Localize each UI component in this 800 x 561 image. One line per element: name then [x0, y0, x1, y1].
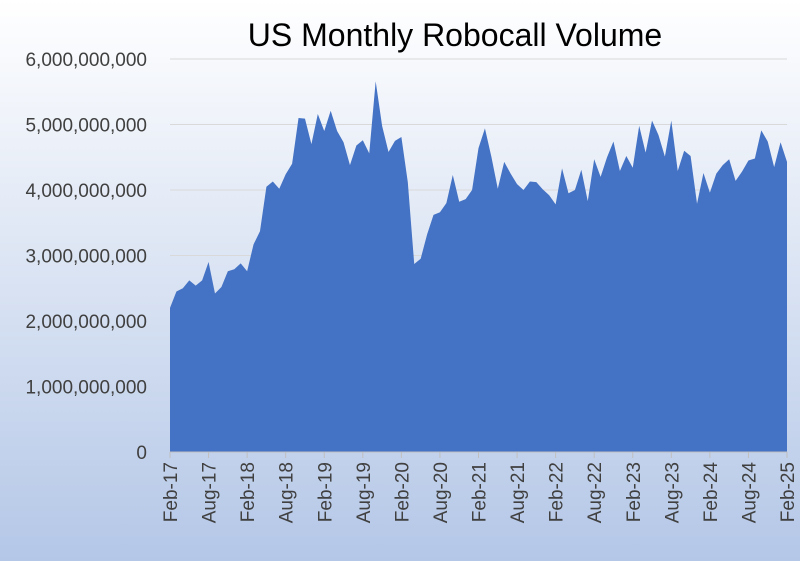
x-tick-label: Feb-20	[392, 462, 413, 522]
x-axis-ticks: Feb-17 Aug-17 Feb-18 Aug-18 Feb-19 Aug-19 Feb-…	[161, 462, 799, 524]
y-tick-label: 2,000,000,000	[25, 312, 147, 333]
y-tick-label: 4,000,000,000	[25, 181, 147, 202]
x-tick-label: Aug-17	[200, 462, 221, 523]
x-tick-label: Aug-22	[585, 462, 606, 523]
x-tick-label: Aug-19	[354, 462, 375, 523]
y-axis-ticks: 0 1,000,000,000 2,000,000,000 3,000,000,000…	[25, 50, 147, 464]
x-tick-label: Feb-19	[315, 462, 336, 522]
y-tick-label: 6,000,000,000	[25, 50, 147, 71]
x-tick-label: Feb-23	[624, 462, 645, 522]
x-tick-label: Aug-18	[277, 462, 298, 523]
y-tick-label: 1,000,000,000	[25, 378, 147, 399]
x-tick-label: Feb-17	[161, 462, 182, 522]
chart-title: US Monthly Robocall Volume	[248, 17, 662, 53]
x-tick-label: Feb-25	[778, 462, 799, 522]
y-tick-label: 0	[136, 443, 147, 464]
axes	[169, 451, 788, 458]
x-tick-label: Feb-21	[470, 462, 491, 522]
x-tick-label: Aug-20	[431, 462, 452, 523]
area-series-robocall-volume	[170, 81, 787, 453]
plot-area	[170, 81, 787, 453]
y-tick-label: 5,000,000,000	[25, 116, 147, 137]
x-tick-label: Aug-23	[662, 462, 683, 523]
x-tick-label: Feb-24	[701, 462, 722, 523]
x-tick-label: Aug-21	[508, 462, 529, 523]
x-tick-label: Feb-18	[238, 462, 259, 522]
x-tick-label: Aug-24	[739, 462, 760, 524]
x-tick-label: Feb-22	[547, 462, 568, 522]
y-tick-label: 3,000,000,000	[25, 247, 147, 268]
